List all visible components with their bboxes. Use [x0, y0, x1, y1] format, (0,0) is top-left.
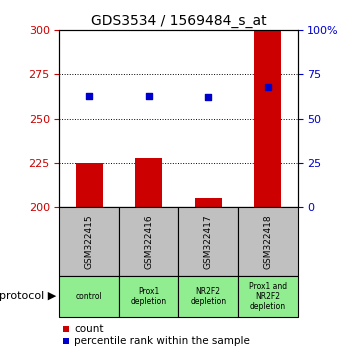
Text: GSM322418: GSM322418: [263, 214, 272, 269]
Point: [86, 93, 92, 98]
Bar: [135, 158, 162, 207]
Text: GSM322417: GSM322417: [204, 214, 213, 269]
Bar: [76, 163, 103, 207]
Title: GDS3534 / 1569484_s_at: GDS3534 / 1569484_s_at: [91, 14, 266, 28]
Text: control: control: [76, 292, 103, 301]
Text: count: count: [74, 324, 104, 334]
Text: Prox1 and
NR2F2
depletion: Prox1 and NR2F2 depletion: [249, 281, 287, 312]
Point: [265, 84, 271, 90]
Text: GSM322416: GSM322416: [144, 214, 153, 269]
Point: [146, 93, 152, 98]
Text: GSM322415: GSM322415: [85, 214, 94, 269]
Text: Prox1
depletion: Prox1 depletion: [131, 287, 167, 306]
Point: [205, 95, 211, 100]
Bar: [254, 30, 281, 207]
Text: NR2F2
depletion: NR2F2 depletion: [190, 287, 226, 306]
Bar: [195, 198, 222, 207]
Text: protocol ▶: protocol ▶: [0, 291, 56, 302]
Text: percentile rank within the sample: percentile rank within the sample: [74, 336, 250, 346]
